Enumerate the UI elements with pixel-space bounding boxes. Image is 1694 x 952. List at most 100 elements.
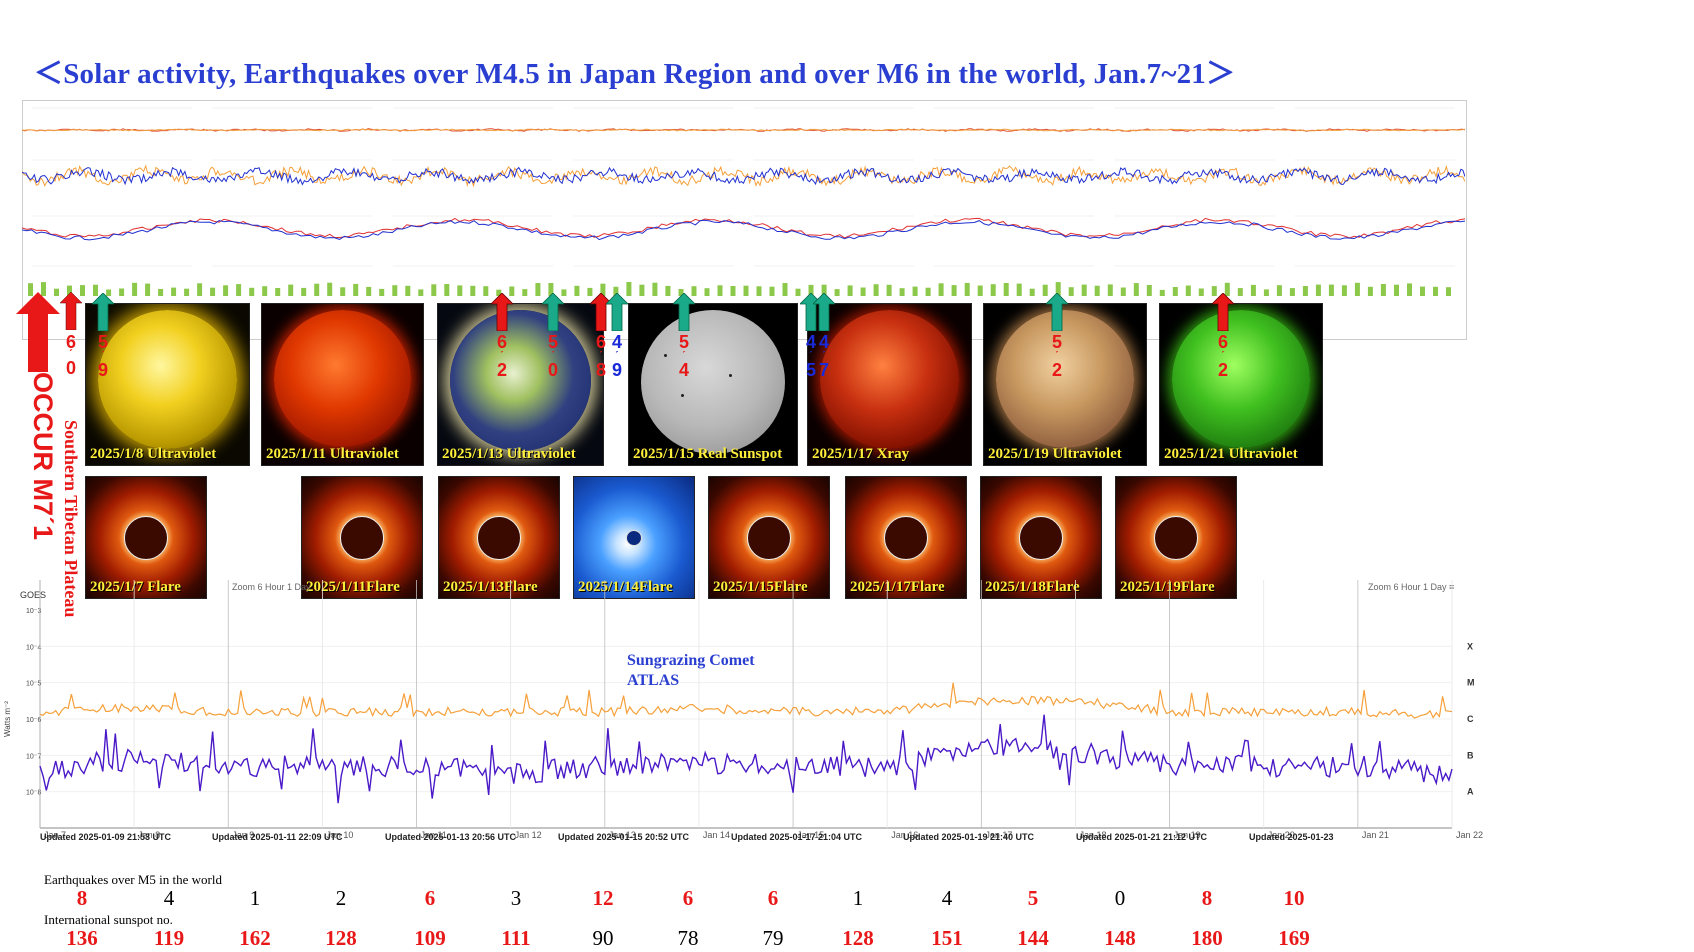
goes-label: GOES <box>20 590 47 600</box>
kp-bar <box>678 289 684 296</box>
goes-y-tick: 10⁻7 <box>26 753 41 760</box>
quake-mag-int: 5 <box>678 332 689 352</box>
goes-x-tick: Jan 9 <box>232 830 254 840</box>
kp-bar <box>379 288 385 296</box>
goes-class-label: M <box>1467 678 1475 688</box>
kp-bar <box>301 287 307 296</box>
kp-bar <box>860 287 866 296</box>
kp-bar <box>1407 283 1412 296</box>
quake-mag-dec: 9 <box>611 360 622 380</box>
space-weather-svg <box>22 107 1465 296</box>
kp-bar <box>275 288 281 296</box>
kp-bar <box>288 284 294 296</box>
kp-bar <box>691 286 697 296</box>
occur-mag-c: 0 <box>65 358 76 378</box>
kp-bar <box>1380 284 1386 296</box>
quake-mag-dec: 2 <box>1051 360 1062 380</box>
goes-y-tick: 10⁻3 <box>26 608 41 615</box>
kp-bar <box>665 285 671 296</box>
kp-bar <box>483 286 489 296</box>
quake-mag-int: 6 <box>595 332 606 352</box>
kp-bar <box>197 283 203 296</box>
flare-image: 2025/1/15Flare <box>708 476 830 599</box>
kp-bar <box>145 283 151 296</box>
kp-bar <box>600 283 606 296</box>
quake-mag-dec: 4 <box>678 360 689 380</box>
quake-count-cell: 6 <box>682 886 694 910</box>
kp-bar <box>1094 285 1100 296</box>
coronagraph-occulter <box>124 515 168 560</box>
kp-bar <box>28 283 33 296</box>
quake-mag-int: 5 <box>1051 332 1062 352</box>
kp-bar <box>223 285 229 296</box>
sunspot-count-cell: 151 <box>931 926 963 950</box>
kp-bar <box>1211 286 1217 296</box>
kp-bar <box>1367 286 1373 296</box>
kp-bar <box>1081 284 1087 296</box>
sun-image-caption: 2025/1/15 Real Sunspot <box>633 446 783 462</box>
quake-mag-dec: 7 <box>818 360 829 380</box>
kp-bar <box>756 286 762 296</box>
kp-bar <box>1446 287 1451 296</box>
kp-bar <box>1029 288 1035 296</box>
kp-bar <box>418 289 424 296</box>
kp-bar <box>340 287 346 296</box>
kp-bar <box>938 283 944 296</box>
sun-disc <box>996 310 1134 448</box>
flare-image: 2025/1/14Flare <box>573 476 695 599</box>
quake-mag-int: 5 <box>547 332 558 352</box>
green-quake-arrow <box>606 293 628 331</box>
red-arrow-small <box>60 292 82 330</box>
quake-count-cell: 4 <box>941 886 953 910</box>
kp-bar <box>80 285 85 296</box>
quake-count-cell: 8 <box>1201 886 1213 910</box>
kp-bar <box>808 284 814 296</box>
tibet-label: Southern Tibetan Plateau <box>61 420 81 618</box>
kp-bar <box>1250 284 1256 296</box>
sunspot-count-cell: 128 <box>325 926 357 950</box>
updated-label: Updated 2025-01-09 21:53 UTC <box>40 832 172 842</box>
goes-x-tick: Jan 12 <box>515 830 542 840</box>
goes-class-label: B <box>1467 750 1474 760</box>
updated-label: Updated 2025-01-11 22:09 UTC <box>212 832 343 842</box>
goes-y-tick: 10⁻5 <box>26 681 41 688</box>
kp-bar <box>1003 283 1009 296</box>
kp-bar <box>574 285 580 296</box>
kp-bar <box>392 285 398 296</box>
quake-count-cell: 4 <box>163 886 175 910</box>
goes-y-tick: 10⁻4 <box>26 644 41 651</box>
sunspot-count-cell: 144 <box>1017 926 1049 950</box>
quake-mag-sep: ˊ <box>599 350 603 362</box>
occur-mag-b: ˊ <box>69 347 73 361</box>
quake-count-cell: 1 <box>249 886 261 910</box>
kp-bar <box>314 283 320 296</box>
kp-bar <box>769 286 775 296</box>
coronagraph-occulter <box>884 515 928 560</box>
kp-bar <box>548 283 554 296</box>
goes-x-tick: Jan 20 <box>1268 830 1295 840</box>
quake-mag-sep: ˊ <box>615 350 619 362</box>
quake-count-cell: 12 <box>592 886 614 910</box>
goes-x-tick: Jan 11 <box>421 830 447 840</box>
quake-mag-sep: ˊ <box>551 350 555 362</box>
goes-x-tick: Jan 19 <box>1174 830 1201 840</box>
sun-disc <box>641 310 785 454</box>
zoom-controls-a[interactable]: Zoom 6 Hour 1 Day <box>232 582 311 592</box>
sun-disc <box>1172 310 1310 448</box>
kp-bar <box>912 286 918 296</box>
kp-bar <box>873 284 879 296</box>
kp-bar <box>1420 286 1425 296</box>
sunspot-count-cell: 128 <box>842 926 874 950</box>
coronagraph-occulter <box>747 515 791 560</box>
kp-bar <box>1302 286 1308 296</box>
zoom-controls-b[interactable]: Zoom 6 Hour 1 Day ≡ <box>1368 582 1455 592</box>
quake-mag-sep: ˊ <box>1055 350 1059 362</box>
flare-caption: 2025/1/15Flare <box>713 579 808 595</box>
sun-image-yellow: 2025/1/8 Ultraviolet <box>85 303 250 466</box>
kp-bar <box>366 286 372 296</box>
kp-bar <box>210 287 216 296</box>
flare-image: 2025/1/11Flare <box>301 476 423 599</box>
flare-caption: 2025/1/11Flare <box>306 579 400 595</box>
goes-x-tick: Jan 22 <box>1456 830 1483 840</box>
occur-label: OCCUR M7ˊ1 <box>28 372 58 541</box>
